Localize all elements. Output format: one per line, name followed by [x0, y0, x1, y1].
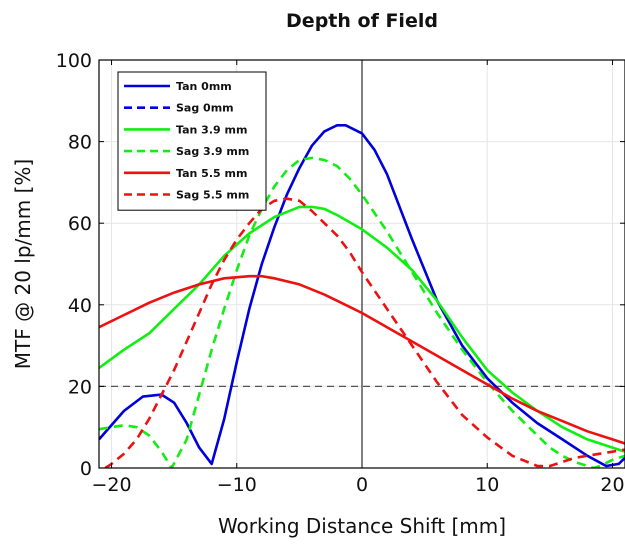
legend-label: Sag 3.9 mm: [176, 145, 249, 158]
series-line-1: [99, 124, 625, 468]
reference-lines: [99, 60, 625, 468]
x-tick-label: 20: [600, 474, 624, 496]
y-tick-label: 100: [56, 50, 92, 72]
series-line-6: [104, 197, 625, 468]
series-line-5: [99, 274, 625, 445]
x-axis-label: Working Distance Shift [mm]: [218, 514, 506, 538]
x-tick-label: 0: [356, 474, 368, 496]
legend-label: Sag 5.5 mm: [176, 189, 249, 202]
x-tick-label: −20: [91, 474, 131, 496]
x-tick-label: −10: [217, 474, 257, 496]
y-axis-label: MTF @ 20 lp/mm [%]: [11, 159, 35, 369]
series-line-4: [99, 156, 625, 468]
x-tick-label: 10: [475, 474, 499, 496]
legend-label: Tan 5.5 mm: [176, 167, 247, 180]
legend-box: [117, 71, 267, 211]
y-tick-label: 0: [80, 458, 92, 480]
y-tick-label: 60: [68, 213, 92, 235]
y-tick-label: 80: [68, 132, 92, 154]
axis-ticks: −20 −10 0 10 20 0 20 40 60 80 100: [56, 50, 625, 496]
legend-label: Tan 0mm: [176, 80, 232, 93]
y-tick-label: 40: [68, 295, 92, 317]
legend: Tan 0mm Sag 0mm Tan 3.9 mm Sag 3.9 mm Tan 5.…: [117, 71, 267, 211]
legend-label: Sag 0mm: [176, 102, 234, 115]
chart-title: Depth of Field: [286, 10, 438, 32]
y-tick-label: 20: [68, 376, 92, 398]
series-layer: [99, 124, 625, 468]
legend-label: Tan 3.9 mm: [176, 123, 247, 136]
